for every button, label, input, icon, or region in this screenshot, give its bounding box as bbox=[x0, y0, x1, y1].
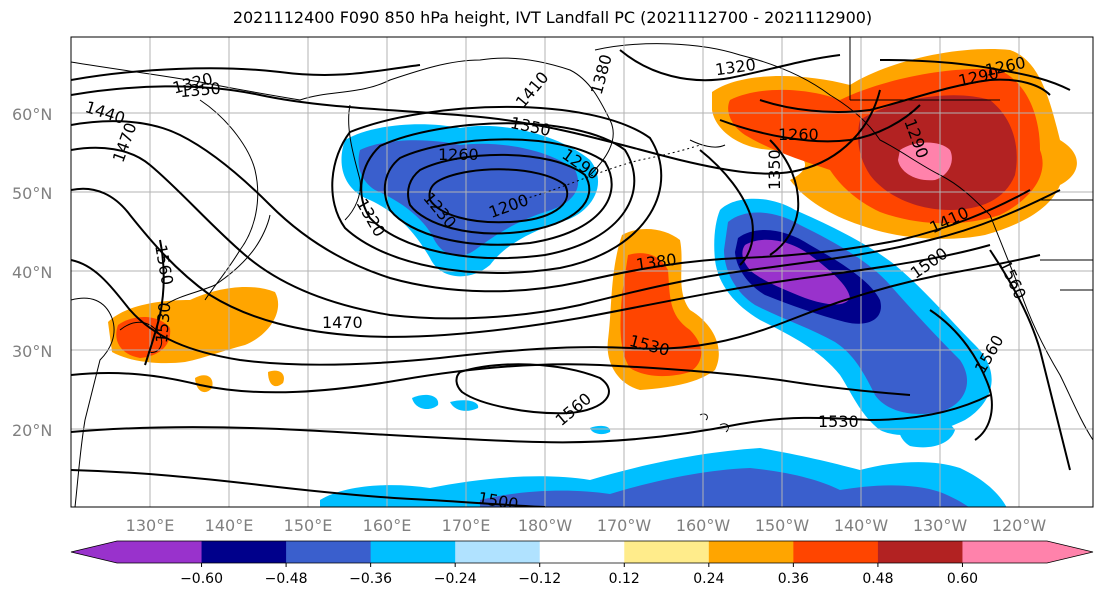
colorbar-segment bbox=[962, 541, 1048, 563]
contour-label: 1260 bbox=[438, 145, 479, 164]
contour-label: 1470 bbox=[322, 313, 363, 332]
colorbar-tick-label: 0.12 bbox=[609, 571, 640, 587]
colorbar-segment bbox=[286, 541, 372, 563]
lon-tick-label: 160°E bbox=[363, 516, 412, 535]
contour-label: 1350 bbox=[179, 79, 221, 101]
lon-tick-label: 150°W bbox=[755, 516, 810, 535]
longitude-ticks: 130°E 140°E 150°E 160°E 170°E 180°W 170°… bbox=[126, 516, 1047, 535]
lat-tick-label: 30°N bbox=[12, 342, 52, 361]
colorbar-segment bbox=[877, 541, 963, 563]
colorbar-segment bbox=[624, 541, 710, 563]
colorbar-extend-high bbox=[1047, 541, 1093, 563]
colorbar-tick-label: −0.24 bbox=[434, 571, 477, 587]
colorbar-tick-label: −0.36 bbox=[349, 571, 392, 587]
colorbar-tick-label: −0.12 bbox=[518, 571, 561, 587]
contour-label: 1530 bbox=[152, 302, 174, 344]
colorbar-tick-label: 0.60 bbox=[947, 571, 978, 587]
lon-tick-label: 130°W bbox=[913, 516, 968, 535]
colorbar-tick-label: −0.60 bbox=[180, 571, 223, 587]
colorbar-tick-label: 0.48 bbox=[862, 571, 893, 587]
contour-label: 1260 bbox=[778, 125, 819, 144]
contour-label: 1350 bbox=[765, 149, 784, 190]
lon-tick-label: 150°E bbox=[284, 516, 333, 535]
colorbar-tick-label: 0.36 bbox=[778, 571, 809, 587]
lat-tick-label: 60°N bbox=[12, 105, 52, 124]
colorbar-segment bbox=[793, 541, 879, 563]
colorbar-extend-low bbox=[71, 541, 117, 563]
colorbar-tick-label: −0.48 bbox=[265, 571, 308, 587]
lon-tick-label: 170°E bbox=[442, 516, 491, 535]
colorbar: −0.60 −0.48 −0.36 −0.24 −0.12 0.12 0.24 0.36 0.4… bbox=[70, 540, 1094, 587]
lat-tick-label: 20°N bbox=[12, 421, 52, 440]
lon-tick-label: 180°W bbox=[518, 516, 573, 535]
height-contours bbox=[71, 49, 1071, 507]
lat-tick-label: 40°N bbox=[12, 263, 52, 282]
colorbar-segment bbox=[201, 541, 287, 563]
lon-tick-label: 170°W bbox=[597, 516, 652, 535]
map-frame bbox=[70, 36, 1094, 508]
colorbar-segment bbox=[117, 541, 203, 563]
lon-tick-label: 130°E bbox=[126, 516, 175, 535]
lon-tick-label: 140°W bbox=[834, 516, 889, 535]
map-title: 2021112400 F090 850 hPa height, IVT Land… bbox=[232, 8, 873, 27]
lat-tick-label: 50°N bbox=[12, 184, 52, 203]
lon-tick-label: 120°W bbox=[992, 516, 1047, 535]
latitude-ticks: 60°N 50°N 40°N 30°N 20°N bbox=[12, 105, 52, 440]
colorbar-segment bbox=[539, 541, 625, 563]
lon-tick-label: 160°W bbox=[676, 516, 731, 535]
lon-tick-label: 140°E bbox=[205, 516, 254, 535]
colorbar-segment bbox=[708, 541, 794, 563]
colorbar-tick-label: 0.24 bbox=[693, 571, 724, 587]
contour-label: 1500 bbox=[477, 488, 520, 514]
colorbar-segment bbox=[370, 541, 456, 563]
colorbar-segment bbox=[455, 541, 541, 563]
colorbar-outline bbox=[70, 540, 1094, 564]
contour-label: 1530 bbox=[818, 412, 859, 431]
coastlines bbox=[71, 37, 1093, 507]
